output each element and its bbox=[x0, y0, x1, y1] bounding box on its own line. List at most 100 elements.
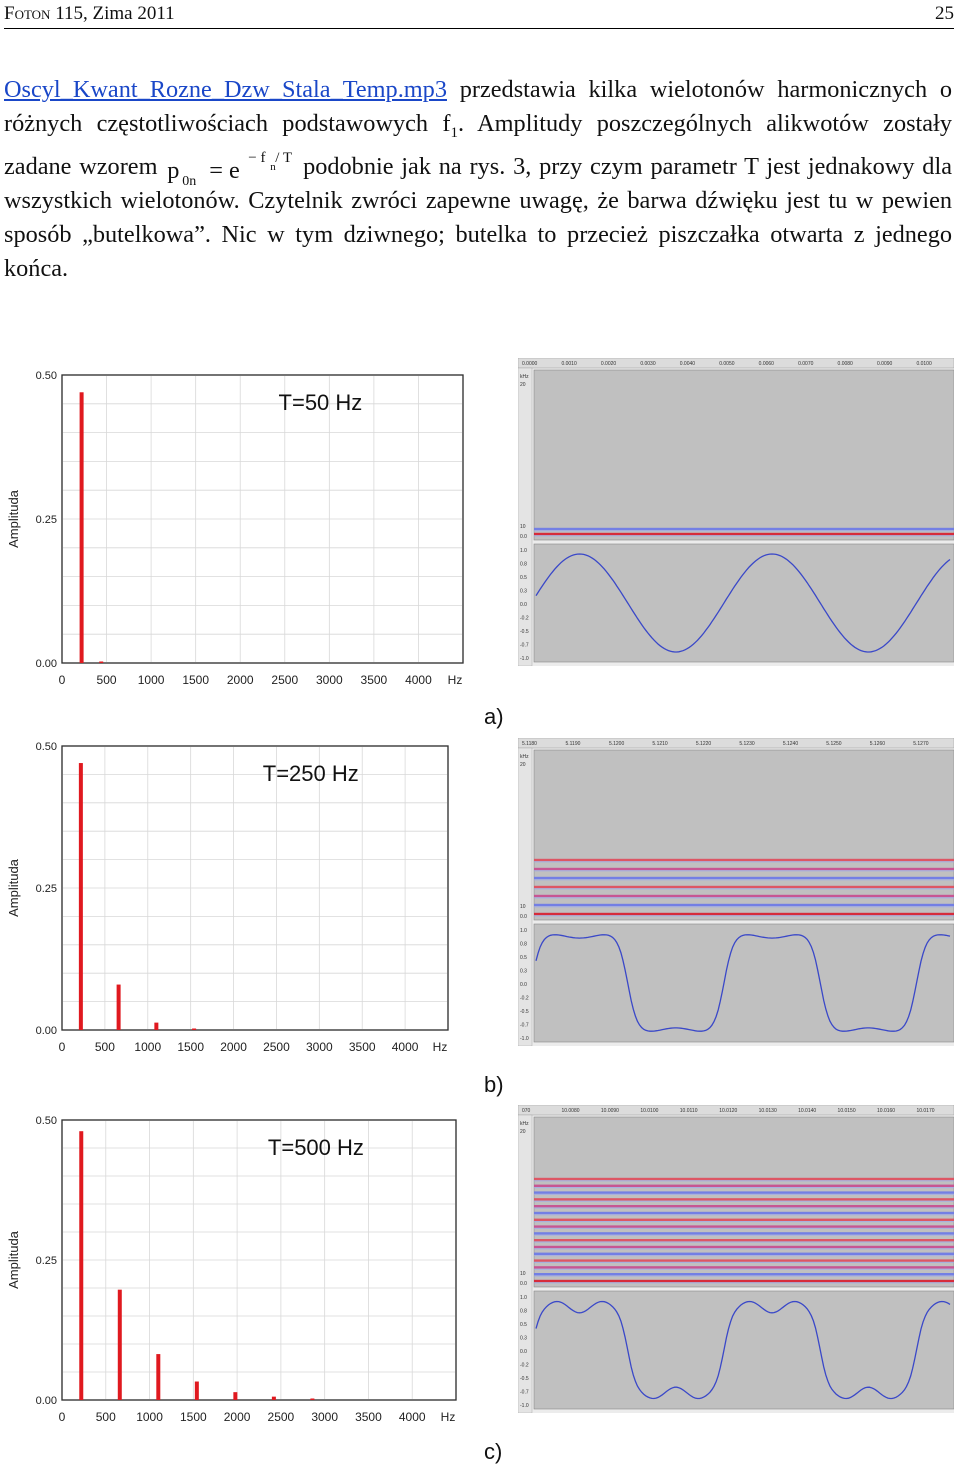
chart-title: T=50 Hz bbox=[279, 390, 363, 415]
harmonic-line bbox=[534, 1177, 954, 1181]
time-ruler-label: 0.0100 bbox=[916, 361, 932, 367]
harmonic-line-halo bbox=[534, 1268, 954, 1270]
harmonic-line-halo bbox=[534, 1214, 954, 1216]
time-ruler-label: 0.0000 bbox=[522, 361, 538, 367]
audio-file-link[interactable]: Oscyl_Kwant_Rozne_Dzw_Stala_Temp.mp3 bbox=[4, 76, 447, 103]
harmonic-line bbox=[534, 867, 954, 871]
spectrogram-tick-label: 0.0 bbox=[520, 1281, 527, 1287]
caption-c: c) bbox=[484, 1439, 503, 1464]
harmonic-line-halo bbox=[534, 1255, 954, 1257]
spectrum-bar bbox=[116, 984, 121, 1030]
harmonic-line bbox=[534, 1252, 954, 1255]
x-tick-label: 1500 bbox=[180, 1410, 207, 1424]
time-ruler-label: 5.1210 bbox=[652, 741, 668, 747]
spectrogram-panel bbox=[533, 1116, 954, 1288]
spectrogram-tick-label: kHz bbox=[520, 1121, 529, 1127]
x-tick-label: 1500 bbox=[182, 673, 209, 687]
harmonic-line-halo bbox=[534, 1248, 954, 1250]
y-tick-label: 0.50 bbox=[36, 741, 57, 753]
y-axis-label: Amplituda bbox=[6, 489, 21, 548]
harmonic-line bbox=[534, 1225, 954, 1228]
harmonic-line bbox=[534, 1191, 954, 1194]
y-tick-label: 0.25 bbox=[36, 514, 57, 526]
x-tick-label: 0 bbox=[59, 1040, 66, 1054]
vertical-ruler bbox=[518, 367, 533, 666]
x-axis-unit: Hz bbox=[448, 673, 463, 687]
x-tick-label: 3500 bbox=[349, 1040, 376, 1054]
harmonic-line bbox=[534, 527, 954, 531]
waveform-tick-label: -1.0 bbox=[520, 1036, 529, 1042]
time-ruler-label: 10.0100 bbox=[640, 1108, 658, 1114]
spectrum-bar bbox=[194, 1381, 199, 1400]
harmonic-line-halo bbox=[534, 535, 954, 537]
spectrum-bar bbox=[79, 392, 84, 663]
spectrogram-tick-label: 10 bbox=[520, 1271, 526, 1277]
waveform-tick-label: -0.2 bbox=[520, 616, 529, 622]
harmonic-line bbox=[534, 1211, 954, 1215]
harmonic-line-halo bbox=[534, 1275, 954, 1277]
x-axis-unit: Hz bbox=[433, 1040, 448, 1054]
spectrum-bar bbox=[154, 1022, 159, 1030]
waveform-tick-label: -0.7 bbox=[520, 643, 529, 649]
spectrogram-panel bbox=[533, 749, 954, 921]
vertical-ruler bbox=[518, 1114, 533, 1413]
time-ruler-label: 5.1190 bbox=[565, 741, 580, 747]
chart-title: T=500 Hz bbox=[268, 1135, 364, 1160]
time-ruler-label: 0.0080 bbox=[838, 361, 854, 367]
harmonic-line bbox=[534, 1198, 954, 1201]
harmonic-line-halo bbox=[534, 1241, 954, 1243]
spectrum-bar bbox=[192, 1028, 197, 1030]
harmonic-line-halo bbox=[534, 906, 954, 908]
x-tick-label: 1000 bbox=[138, 673, 165, 687]
x-tick-label: 3000 bbox=[311, 1410, 338, 1424]
waveform-tick-label: 0.3 bbox=[520, 1336, 527, 1342]
waveform-tick-label: -0.5 bbox=[520, 629, 529, 635]
time-ruler-label: 5.1230 bbox=[739, 741, 755, 747]
y-tick-label: 0.25 bbox=[36, 1255, 57, 1267]
spectrum-chart-c: 0.00 0.25 0.50 0 500 1000 1500 2000 2500 3000 3500… bbox=[6, 1115, 457, 1424]
waveform-trace bbox=[535, 934, 951, 1032]
waveform-tick-label: 1.0 bbox=[520, 1295, 527, 1301]
time-ruler-label: 10.0160 bbox=[877, 1108, 895, 1114]
harmonic-line bbox=[534, 1239, 954, 1242]
spectrogram-tick-label: 20 bbox=[520, 762, 526, 768]
x-tick-label: 3500 bbox=[355, 1410, 382, 1424]
spectrum-bar bbox=[233, 1392, 238, 1400]
spectrum-chart-b: 0.00 0.25 0.50 0 500 1000 1500 2000 2500 3000 3500… bbox=[6, 741, 449, 1054]
waveform-panel bbox=[533, 1290, 954, 1410]
harmonic-line bbox=[534, 1279, 954, 1283]
harmonic-line-halo bbox=[534, 879, 954, 881]
harmonic-line bbox=[534, 1218, 954, 1221]
harmonic-line bbox=[534, 903, 954, 907]
spectrogram-tick-label: 10 bbox=[520, 524, 526, 530]
caption-a: a) bbox=[484, 704, 504, 729]
time-ruler-label: 10.0090 bbox=[601, 1108, 619, 1114]
x-tick-label: 0 bbox=[59, 673, 66, 687]
harmonic-line bbox=[534, 912, 954, 916]
y-tick-label: 0.25 bbox=[36, 883, 57, 895]
harmonic-line bbox=[534, 858, 954, 862]
waveform-tick-label: -0.5 bbox=[520, 1009, 529, 1015]
spectrogram-tick-label: kHz bbox=[520, 374, 529, 380]
time-ruler bbox=[518, 738, 954, 749]
harmonic-line-halo bbox=[534, 915, 954, 917]
running-header: Foton 115, Zima 2011 25 bbox=[4, 0, 954, 29]
time-ruler-label: 0.0030 bbox=[640, 361, 656, 367]
harmonic-line bbox=[534, 1205, 954, 1208]
time-ruler-label: 070 bbox=[522, 1108, 531, 1114]
waveform-tick-label: -0.7 bbox=[520, 1390, 529, 1396]
time-ruler-label: 5.1270 bbox=[913, 741, 929, 747]
harmonic-line bbox=[534, 532, 954, 536]
y-tick-label: 0.50 bbox=[36, 1115, 57, 1127]
harmonic-line-halo bbox=[534, 1221, 954, 1223]
waveform-tick-label: -0.7 bbox=[520, 1023, 529, 1029]
journal-name: Foton 115, Zima 2011 bbox=[4, 3, 175, 24]
vertical-ruler bbox=[518, 747, 533, 1046]
x-tick-label: 1000 bbox=[136, 1410, 163, 1424]
spectrum-bar bbox=[271, 1396, 276, 1400]
waveform-tick-label: 0.5 bbox=[520, 575, 527, 581]
spectrogram-waveform-a: 0.0000 0.0010 0.0020 0.0030 0.0040 0.0050 0.00… bbox=[518, 358, 954, 666]
plot-border bbox=[61, 1119, 457, 1401]
waveform-tick-label: 0.8 bbox=[520, 942, 527, 948]
y-tick-label: 0.50 bbox=[36, 370, 57, 382]
